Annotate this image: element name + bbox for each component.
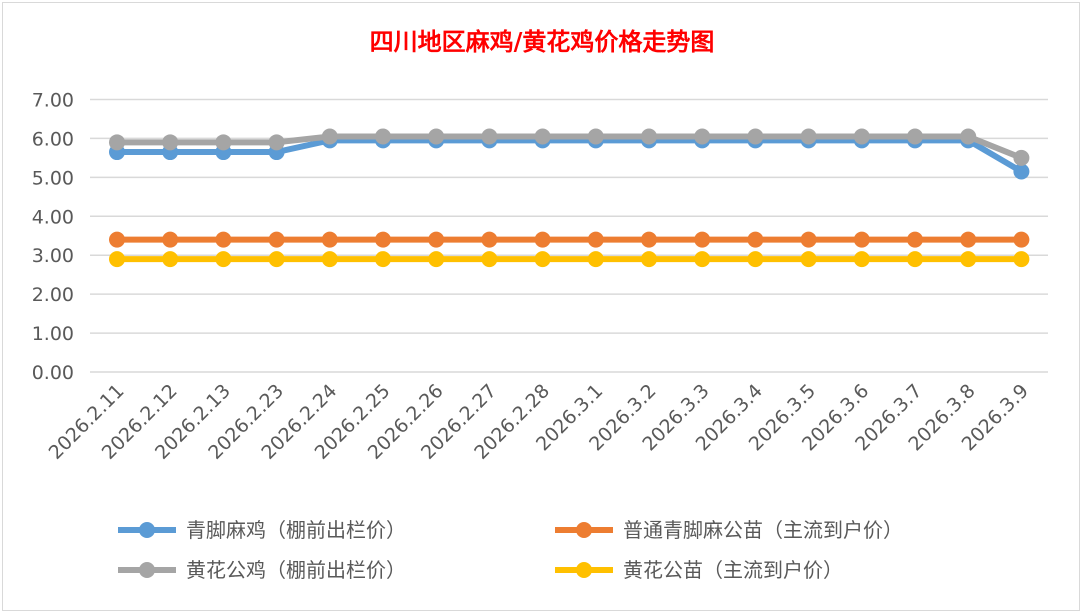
data-point (162, 251, 179, 268)
series-line (117, 133, 1023, 161)
data-point (960, 251, 977, 268)
data-point (375, 128, 391, 145)
data-point (587, 231, 604, 248)
data-point (747, 128, 764, 145)
legend-item: 黄花公鸡（棚前出栏价） (118, 558, 406, 582)
chart-title: 四川地区麻鸡/黄花鸡价格走势图 (369, 27, 715, 56)
y-tick-label: 2.00 (32, 284, 74, 306)
data-point (1013, 231, 1030, 248)
legend-marker (139, 522, 155, 538)
data-point (853, 231, 870, 248)
series-line (117, 137, 1023, 175)
y-tick-label: 0.00 (32, 362, 74, 384)
data-point (641, 231, 657, 248)
data-point (375, 251, 391, 268)
data-point (481, 128, 498, 145)
legend-item: 青脚麻鸡（棚前出栏价） (118, 518, 406, 542)
data-point (694, 251, 711, 268)
legend-item: 普通青脚麻公苗（主流到户价） (555, 518, 903, 542)
data-point (800, 231, 817, 248)
data-point (481, 251, 498, 268)
data-point (162, 134, 179, 151)
data-point (268, 134, 285, 151)
data-point (694, 231, 711, 248)
data-point (853, 251, 870, 268)
data-point (321, 128, 338, 145)
legend-marker (576, 522, 592, 538)
data-point (907, 251, 923, 268)
data-point (109, 134, 125, 151)
data-point (215, 134, 232, 151)
legend-label: 青脚麻鸡（棚前出栏价） (186, 518, 406, 542)
data-point (162, 231, 179, 248)
data-point (428, 251, 445, 268)
data-point (747, 251, 764, 268)
data-point (215, 231, 232, 248)
data-point (800, 251, 817, 268)
data-point (853, 128, 870, 145)
data-point (481, 231, 498, 248)
data-point (960, 128, 977, 145)
data-point (747, 231, 764, 248)
data-point (587, 251, 604, 268)
data-point (534, 128, 551, 145)
data-point (1013, 149, 1030, 166)
legend-label: 黄花公苗（主流到户价） (623, 558, 843, 582)
data-point (321, 231, 338, 248)
y-tick-label: 3.00 (32, 245, 74, 267)
data-point (268, 251, 285, 268)
data-point (641, 251, 657, 268)
y-tick-label: 6.00 (32, 128, 74, 150)
series-1 (109, 231, 1030, 248)
y-tick-label: 1.00 (32, 323, 74, 345)
legend-marker (139, 562, 155, 578)
data-point (1013, 251, 1030, 268)
data-point (534, 231, 551, 248)
series-2 (109, 128, 1030, 166)
data-point (109, 231, 125, 248)
legend-marker (576, 562, 592, 578)
data-point (215, 251, 232, 268)
data-point (587, 128, 604, 145)
y-tick-label: 5.00 (32, 167, 74, 189)
data-point (641, 128, 657, 145)
data-point (907, 231, 923, 248)
data-point (428, 231, 445, 248)
data-point (960, 231, 977, 248)
data-point (534, 251, 551, 268)
legend-label: 黄花公鸡（棚前出栏价） (186, 558, 406, 582)
data-point (1013, 163, 1030, 180)
data-point (321, 251, 338, 268)
data-point (907, 128, 923, 145)
data-point (375, 231, 391, 248)
data-point (268, 231, 285, 248)
data-point (694, 128, 711, 145)
legend-label: 普通青脚麻公苗（主流到户价） (623, 518, 903, 542)
data-point (800, 128, 817, 145)
series-3 (109, 251, 1030, 268)
data-point (428, 128, 445, 145)
legend-item: 黄花公苗（主流到户价） (555, 558, 843, 582)
y-tick-label: 4.00 (32, 206, 74, 228)
y-tick-label: 7.00 (32, 90, 74, 112)
data-point (109, 251, 125, 268)
